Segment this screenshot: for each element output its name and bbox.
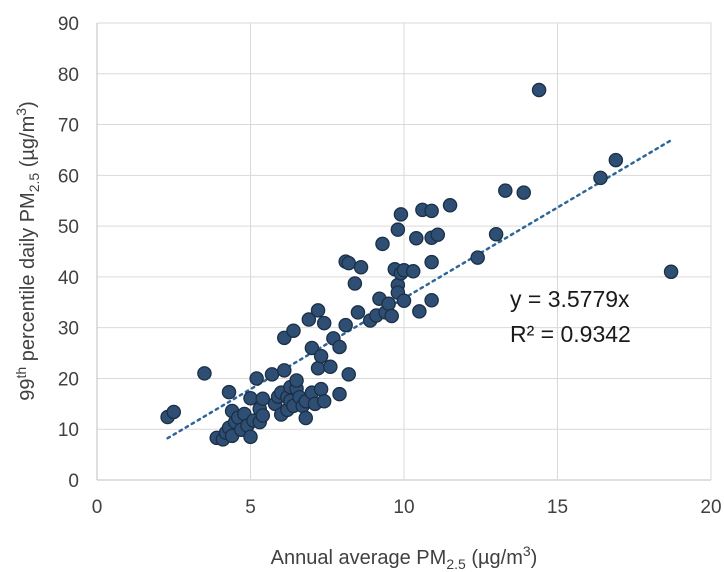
data-point <box>424 292 439 308</box>
data-point <box>197 366 212 381</box>
data-point <box>488 226 504 242</box>
data-point <box>424 203 439 219</box>
data-point <box>375 236 390 252</box>
data-point <box>332 386 347 402</box>
data-point <box>409 231 424 246</box>
x-tick-label: 20 <box>700 497 721 518</box>
data-point <box>531 82 547 98</box>
y-tick-label: 90 <box>58 14 79 35</box>
data-point <box>341 255 356 271</box>
trendline-equation: y = 3.5779x <box>510 286 630 312</box>
data-point <box>405 264 421 279</box>
x-tick-label: 10 <box>393 497 414 518</box>
data-point <box>264 367 280 382</box>
grid-lines <box>96 22 712 481</box>
y-axis-title: 99th percentile daily PM2.5 (µg/m3) <box>13 101 42 401</box>
x-tick-label: 5 <box>245 497 256 518</box>
y-tick-label: 70 <box>58 116 79 137</box>
data-point <box>289 373 304 388</box>
data-point <box>313 348 329 364</box>
y-tick-label: 50 <box>58 217 79 238</box>
data-point <box>221 384 237 400</box>
data-point <box>332 339 347 355</box>
y-tick-label: 80 <box>58 65 79 86</box>
data-point <box>255 408 271 423</box>
y-tick-label: 20 <box>58 369 79 390</box>
y-tick-label: 30 <box>58 319 79 340</box>
data-point <box>430 227 446 242</box>
data-point <box>381 296 396 312</box>
data-point <box>255 391 271 407</box>
data-point <box>390 222 406 237</box>
data-point <box>593 170 608 186</box>
data-point <box>424 254 439 270</box>
data-point <box>396 293 412 309</box>
data-point <box>286 323 301 338</box>
y-tick-label: 0 <box>68 471 79 492</box>
data-point <box>353 259 369 275</box>
data-point <box>516 185 531 200</box>
data-point <box>304 340 320 356</box>
y-tick-label: 40 <box>58 268 79 289</box>
data-point <box>298 410 314 426</box>
data-point <box>412 304 427 319</box>
trendline-layer <box>166 139 673 440</box>
tick-labels: 0 10 20 30 40 50 60 70 80 90 0 5 10 15 20 <box>58 14 722 518</box>
data-point <box>338 317 353 333</box>
data-point <box>301 312 317 327</box>
data-point <box>166 404 181 420</box>
x-axis-title: Annual average PM2.5 (µg/m3) <box>271 543 538 572</box>
data-point <box>313 381 329 397</box>
data-point <box>243 429 258 445</box>
data-point <box>347 276 363 291</box>
data-point <box>350 305 366 320</box>
data-point <box>608 152 624 168</box>
data-point <box>384 308 399 324</box>
data-point <box>310 303 326 318</box>
data-point <box>249 371 264 386</box>
y-tick-label: 10 <box>58 420 79 441</box>
data-point <box>323 359 338 375</box>
x-tick-label: 15 <box>547 497 568 518</box>
data-point <box>663 264 679 280</box>
data-point <box>498 183 513 198</box>
data-point <box>470 250 485 265</box>
r-squared-label: R² = 0.9342 <box>510 321 631 347</box>
data-point <box>442 198 458 213</box>
y-tick-label: 60 <box>58 166 79 187</box>
data-point <box>393 207 409 222</box>
data-point <box>316 315 332 331</box>
data-point <box>243 390 258 406</box>
data-point <box>341 367 356 382</box>
data-point <box>310 361 326 376</box>
data-points <box>160 82 679 447</box>
data-point <box>277 363 292 378</box>
trendline <box>166 139 673 440</box>
data-point <box>316 394 332 409</box>
x-tick-label: 0 <box>92 497 103 518</box>
